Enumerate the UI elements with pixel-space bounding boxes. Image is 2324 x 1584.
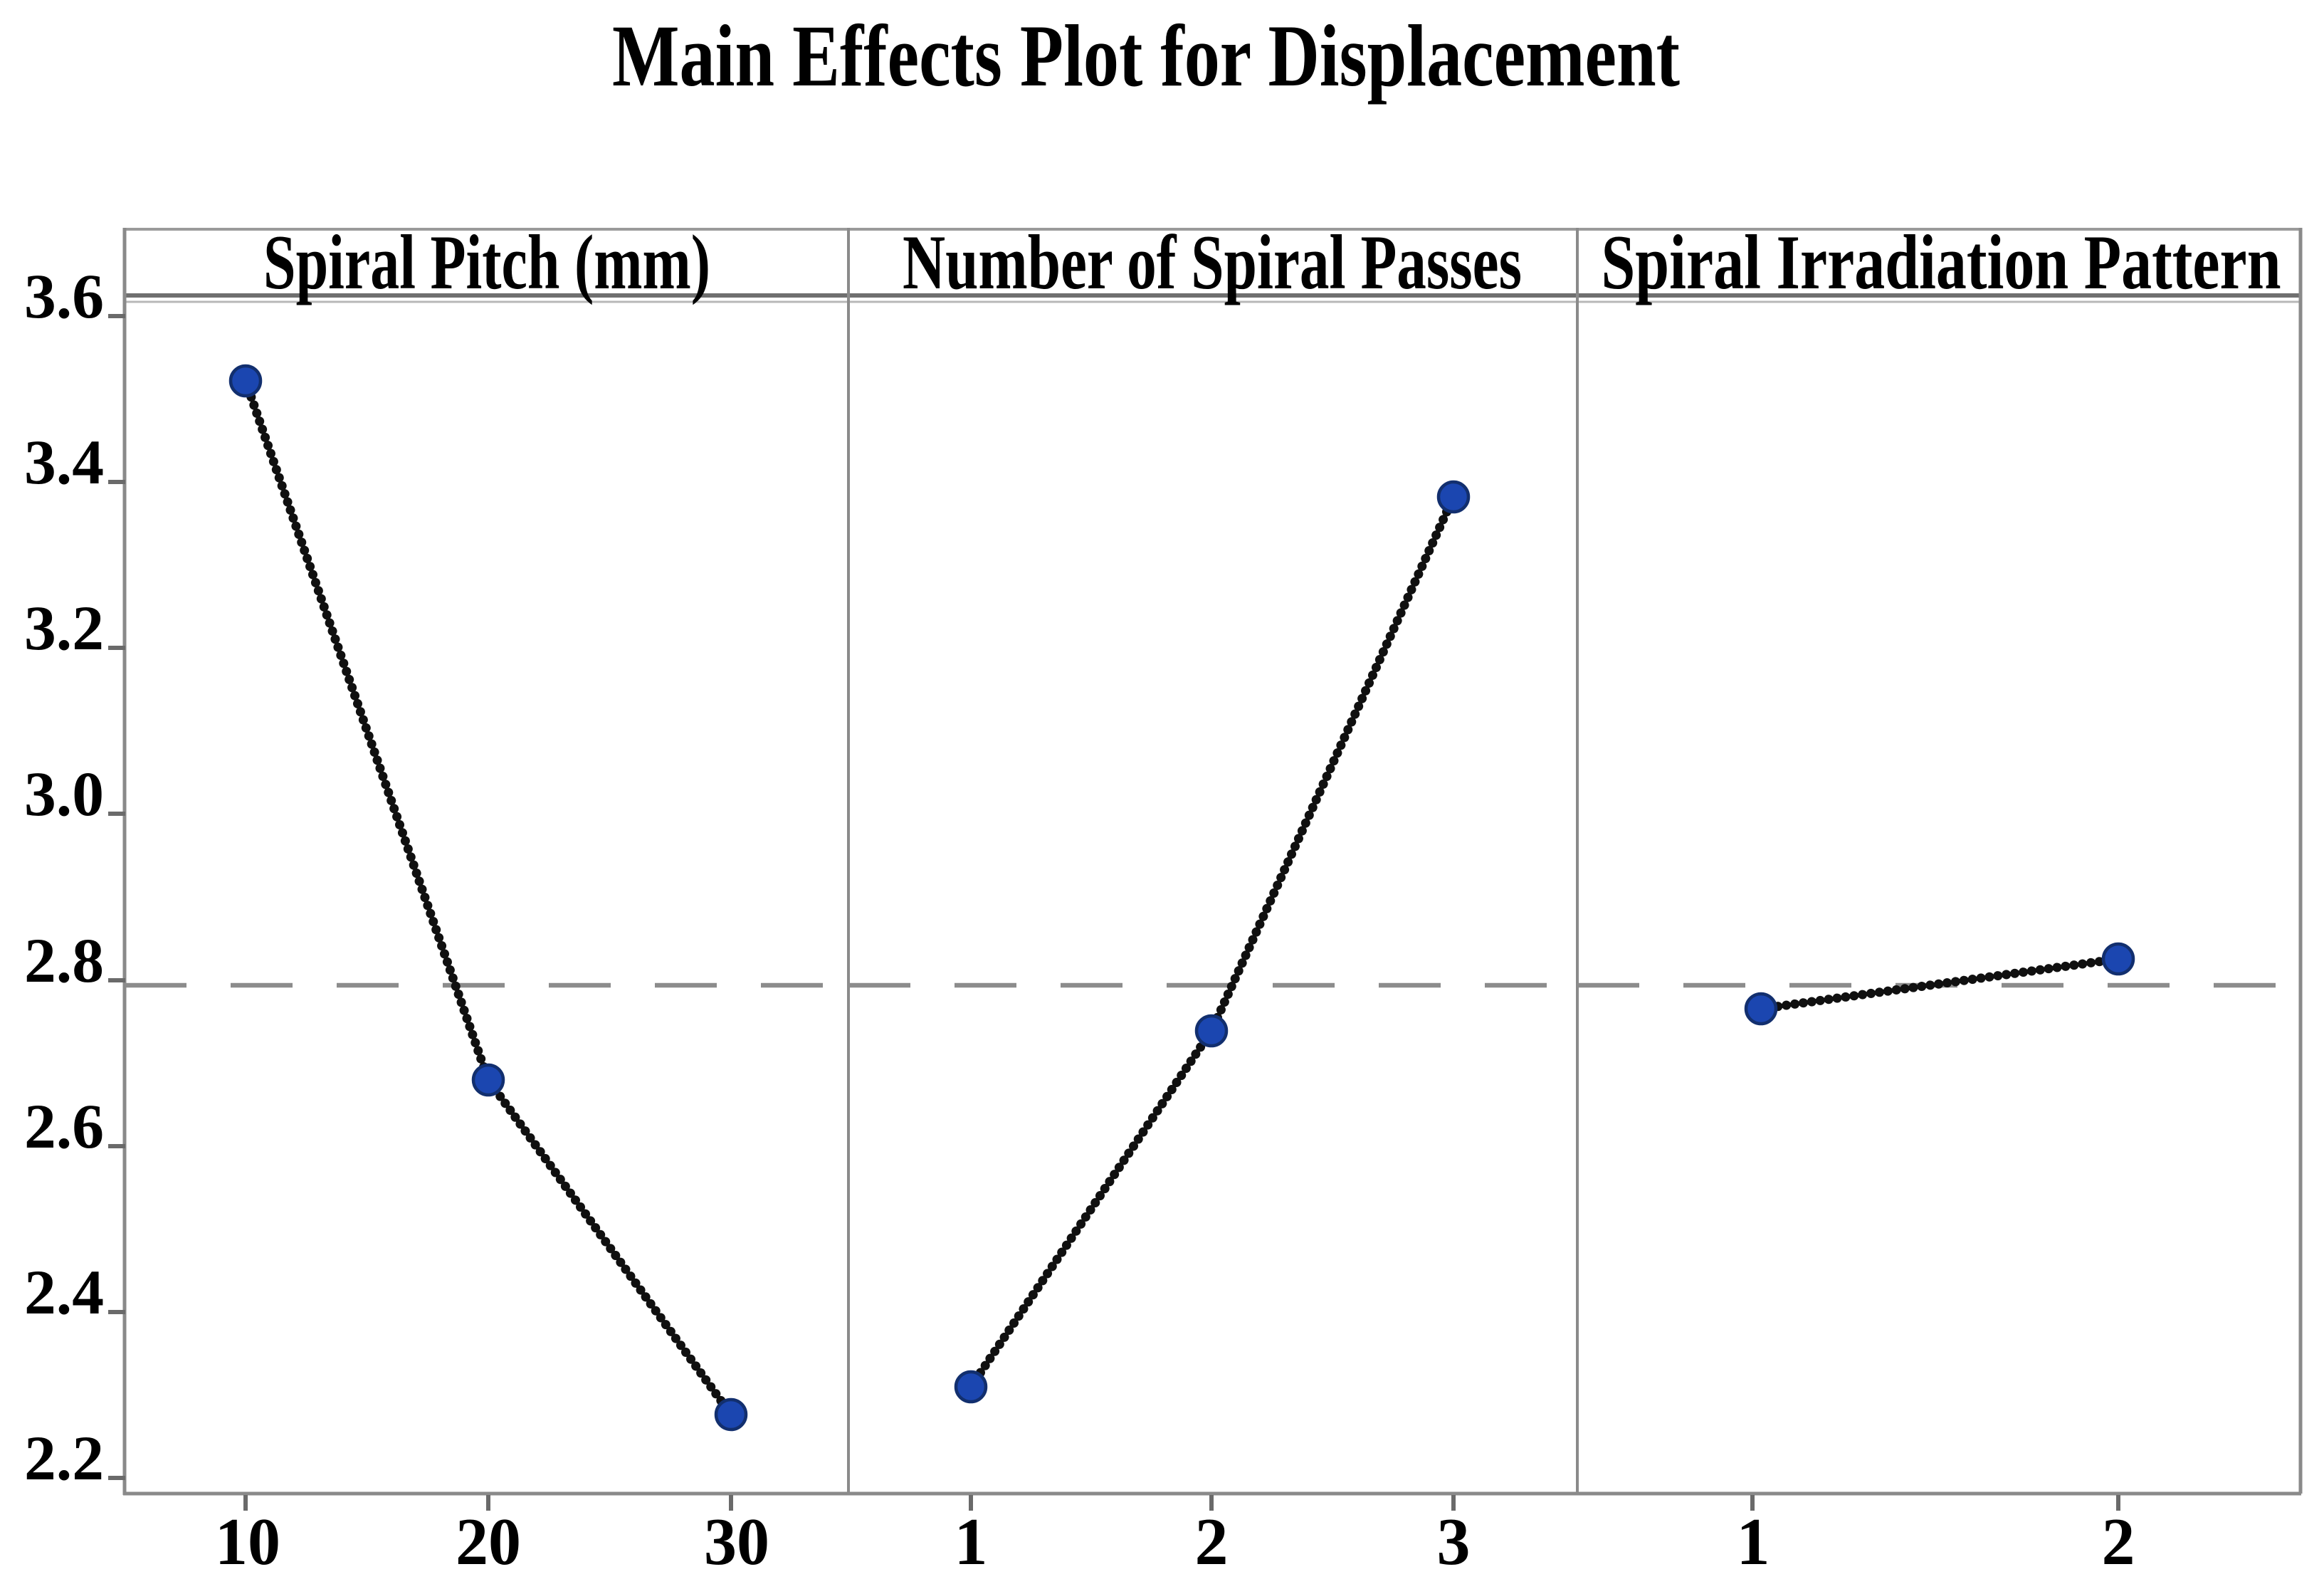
- svg-text:Main Effects Plot for Displace: Main Effects Plot for Displacement: [612, 7, 1680, 105]
- svg-text:3.4: 3.4: [24, 428, 104, 498]
- svg-text:20: 20: [456, 1505, 521, 1579]
- svg-text:30: 30: [704, 1505, 769, 1579]
- svg-text:3.0: 3.0: [24, 760, 104, 829]
- svg-text:1: 1: [955, 1505, 988, 1579]
- svg-text:3.6: 3.6: [24, 262, 104, 332]
- svg-text:2.4: 2.4: [24, 1258, 104, 1328]
- svg-text:3: 3: [1437, 1505, 1471, 1579]
- svg-text:2.8: 2.8: [24, 926, 104, 996]
- svg-text:2: 2: [2102, 1505, 2135, 1579]
- svg-text:1: 1: [1737, 1505, 1770, 1579]
- svg-text:10: 10: [215, 1505, 280, 1579]
- svg-text:2.2: 2.2: [24, 1424, 104, 1494]
- svg-text:2.6: 2.6: [24, 1092, 104, 1162]
- svg-text:2: 2: [1195, 1505, 1229, 1579]
- svg-text:Number of Spiral Passes: Number of Spiral Passes: [903, 219, 1522, 305]
- svg-text:Spiral Irradiation Pattern: Spiral Irradiation Pattern: [1602, 219, 2281, 305]
- svg-text:3.2: 3.2: [24, 594, 104, 664]
- svg-text:Spiral Pitch (mm): Spiral Pitch (mm): [263, 219, 710, 305]
